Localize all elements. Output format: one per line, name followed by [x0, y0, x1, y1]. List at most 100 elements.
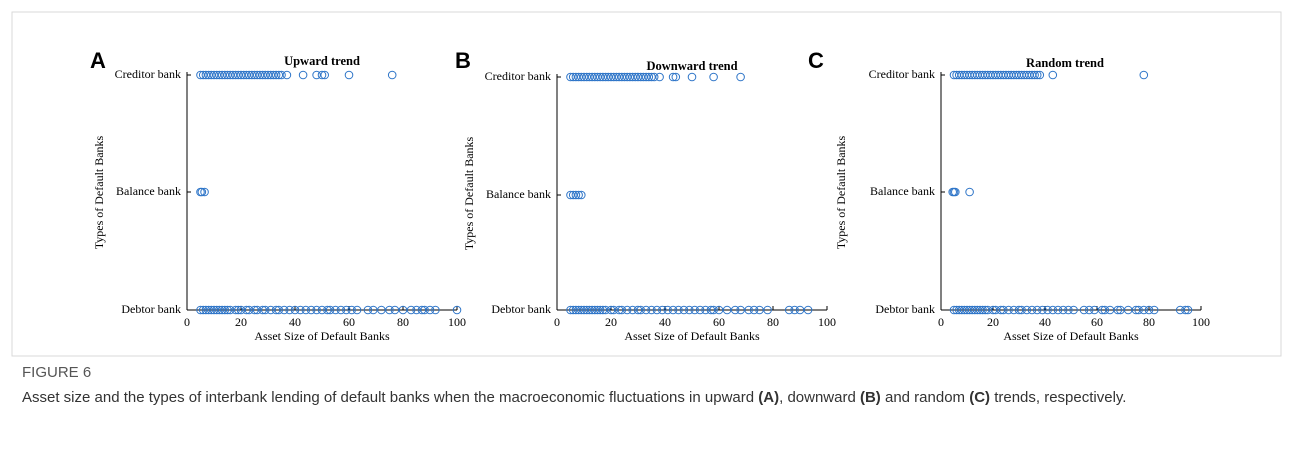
point — [965, 187, 974, 197]
point — [614, 305, 624, 315]
point — [1032, 305, 1042, 315]
x-tick-label: 60 — [343, 315, 355, 329]
x-tick-label: 20 — [235, 315, 247, 329]
point — [736, 305, 745, 315]
point — [223, 305, 232, 315]
point — [244, 305, 254, 315]
point — [1017, 305, 1026, 315]
x-tick-label: 80 — [397, 315, 409, 329]
x-tick-label: 0 — [938, 315, 944, 329]
point — [331, 305, 340, 315]
point — [636, 305, 646, 315]
point — [212, 70, 221, 80]
point — [641, 305, 651, 315]
point — [1139, 305, 1149, 315]
point — [590, 305, 600, 315]
y-tick-label: Creditor bank — [869, 67, 935, 81]
caption-part: (A) — [758, 389, 780, 406]
point — [250, 70, 259, 80]
x-tick-label: 20 — [987, 315, 999, 329]
y-tick-label: Debtor bank — [491, 302, 551, 316]
x-tick-label: 0 — [554, 315, 560, 329]
point — [1030, 70, 1039, 80]
point — [201, 70, 211, 80]
point — [590, 72, 600, 82]
point — [1035, 70, 1045, 80]
point — [655, 72, 664, 82]
point — [668, 72, 678, 82]
point — [1149, 305, 1159, 315]
point — [1027, 305, 1037, 315]
point — [709, 305, 718, 315]
point — [228, 70, 238, 80]
point — [1144, 305, 1154, 315]
point — [730, 305, 740, 315]
point — [763, 305, 772, 315]
x-tick-label: 40 — [1039, 315, 1051, 329]
point — [744, 305, 754, 315]
point — [617, 72, 627, 82]
point — [220, 305, 230, 315]
point — [209, 305, 219, 315]
chart-title: Downward trend — [646, 59, 737, 73]
point — [628, 72, 637, 82]
point — [201, 305, 211, 315]
point — [282, 70, 292, 80]
point — [641, 72, 651, 82]
point — [604, 72, 613, 82]
point — [420, 305, 429, 315]
point — [279, 305, 289, 315]
point — [685, 305, 694, 315]
point — [1064, 305, 1073, 315]
point — [1058, 305, 1068, 315]
point — [736, 72, 745, 82]
x-tick-label: 80 — [1143, 315, 1155, 329]
point — [658, 305, 667, 315]
point — [951, 187, 960, 197]
point — [577, 72, 586, 82]
point — [663, 305, 673, 315]
point — [1134, 305, 1143, 315]
point — [674, 305, 683, 315]
point — [317, 70, 327, 80]
point — [347, 305, 357, 315]
y-tick-label: Debtor bank — [875, 302, 935, 316]
figure-frame — [11, 11, 1282, 357]
point — [1069, 305, 1078, 315]
point — [687, 72, 697, 82]
caption-part: (B) — [859, 389, 881, 406]
point — [336, 305, 346, 315]
point — [215, 70, 224, 80]
point — [225, 70, 235, 80]
point — [387, 70, 397, 80]
point — [709, 72, 718, 82]
point — [198, 305, 208, 315]
y-axis-label: Types of Default Banks — [462, 136, 476, 250]
point — [261, 305, 270, 315]
caption-part: trends, respectively. — [990, 389, 1127, 406]
point — [1048, 70, 1058, 80]
point — [363, 305, 373, 315]
point — [1183, 305, 1193, 315]
point — [679, 305, 689, 315]
point — [614, 72, 624, 82]
point — [250, 305, 259, 315]
panel-letter: A — [90, 48, 106, 73]
point — [197, 187, 207, 197]
point — [271, 70, 281, 80]
point — [577, 190, 586, 200]
y-axis-label: Types of Default Banks — [834, 135, 848, 249]
point — [628, 305, 637, 315]
point — [978, 305, 987, 315]
point — [803, 305, 813, 315]
point — [1181, 305, 1190, 315]
point — [1084, 305, 1094, 315]
point — [1043, 305, 1052, 315]
point — [406, 305, 416, 315]
point — [223, 70, 232, 80]
point — [587, 72, 597, 82]
point — [196, 70, 205, 80]
panel-letter: B — [455, 48, 471, 73]
point — [1048, 305, 1058, 315]
point — [277, 70, 286, 80]
